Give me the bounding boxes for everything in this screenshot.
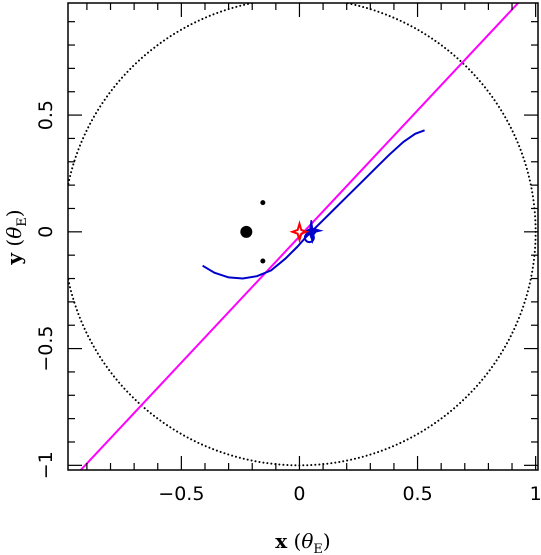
- x-axis-unit-sub: E: [313, 542, 323, 555]
- y-tick-label: −0.5: [35, 326, 57, 372]
- y-axis-label-text: y: [2, 252, 26, 266]
- red-caustic: [289, 220, 310, 244]
- tick-labels: −0.5 0 0.5 1 −1 −0.5 0 0.5: [35, 100, 541, 505]
- source-marker: [303, 232, 315, 244]
- lens-mass-3: [260, 258, 266, 264]
- y-tick-label: 0: [35, 226, 57, 238]
- critical-curve: [202, 129, 425, 280]
- central-caustic: [302, 220, 324, 245]
- y-tick-label: −1: [35, 451, 57, 479]
- plot-frame: [67, 2, 539, 471]
- x-tick-label: 1: [530, 483, 541, 505]
- einstein-ring: [68, 3, 537, 467]
- x-axis-label: x (θE): [275, 529, 330, 555]
- x-axis-unit-symbol: θ: [301, 529, 313, 553]
- y-axis-unit-symbol: θ: [2, 227, 26, 239]
- y-tick-label: 0.5: [35, 100, 57, 130]
- plot-data-layer: [68, 3, 537, 470]
- y-axis-unit-sub: E: [15, 217, 30, 227]
- x-tick-label: 0: [293, 483, 305, 505]
- x-tick-label: −0.5: [158, 483, 204, 505]
- x-tick-label: 0.5: [402, 483, 432, 505]
- axis-ticks: [68, 3, 538, 470]
- lens-mass-1: [240, 225, 253, 238]
- y-axis-label: y (θE): [2, 209, 30, 265]
- x-axis-label-text: x: [275, 529, 288, 553]
- lens-mass-2: [260, 200, 266, 206]
